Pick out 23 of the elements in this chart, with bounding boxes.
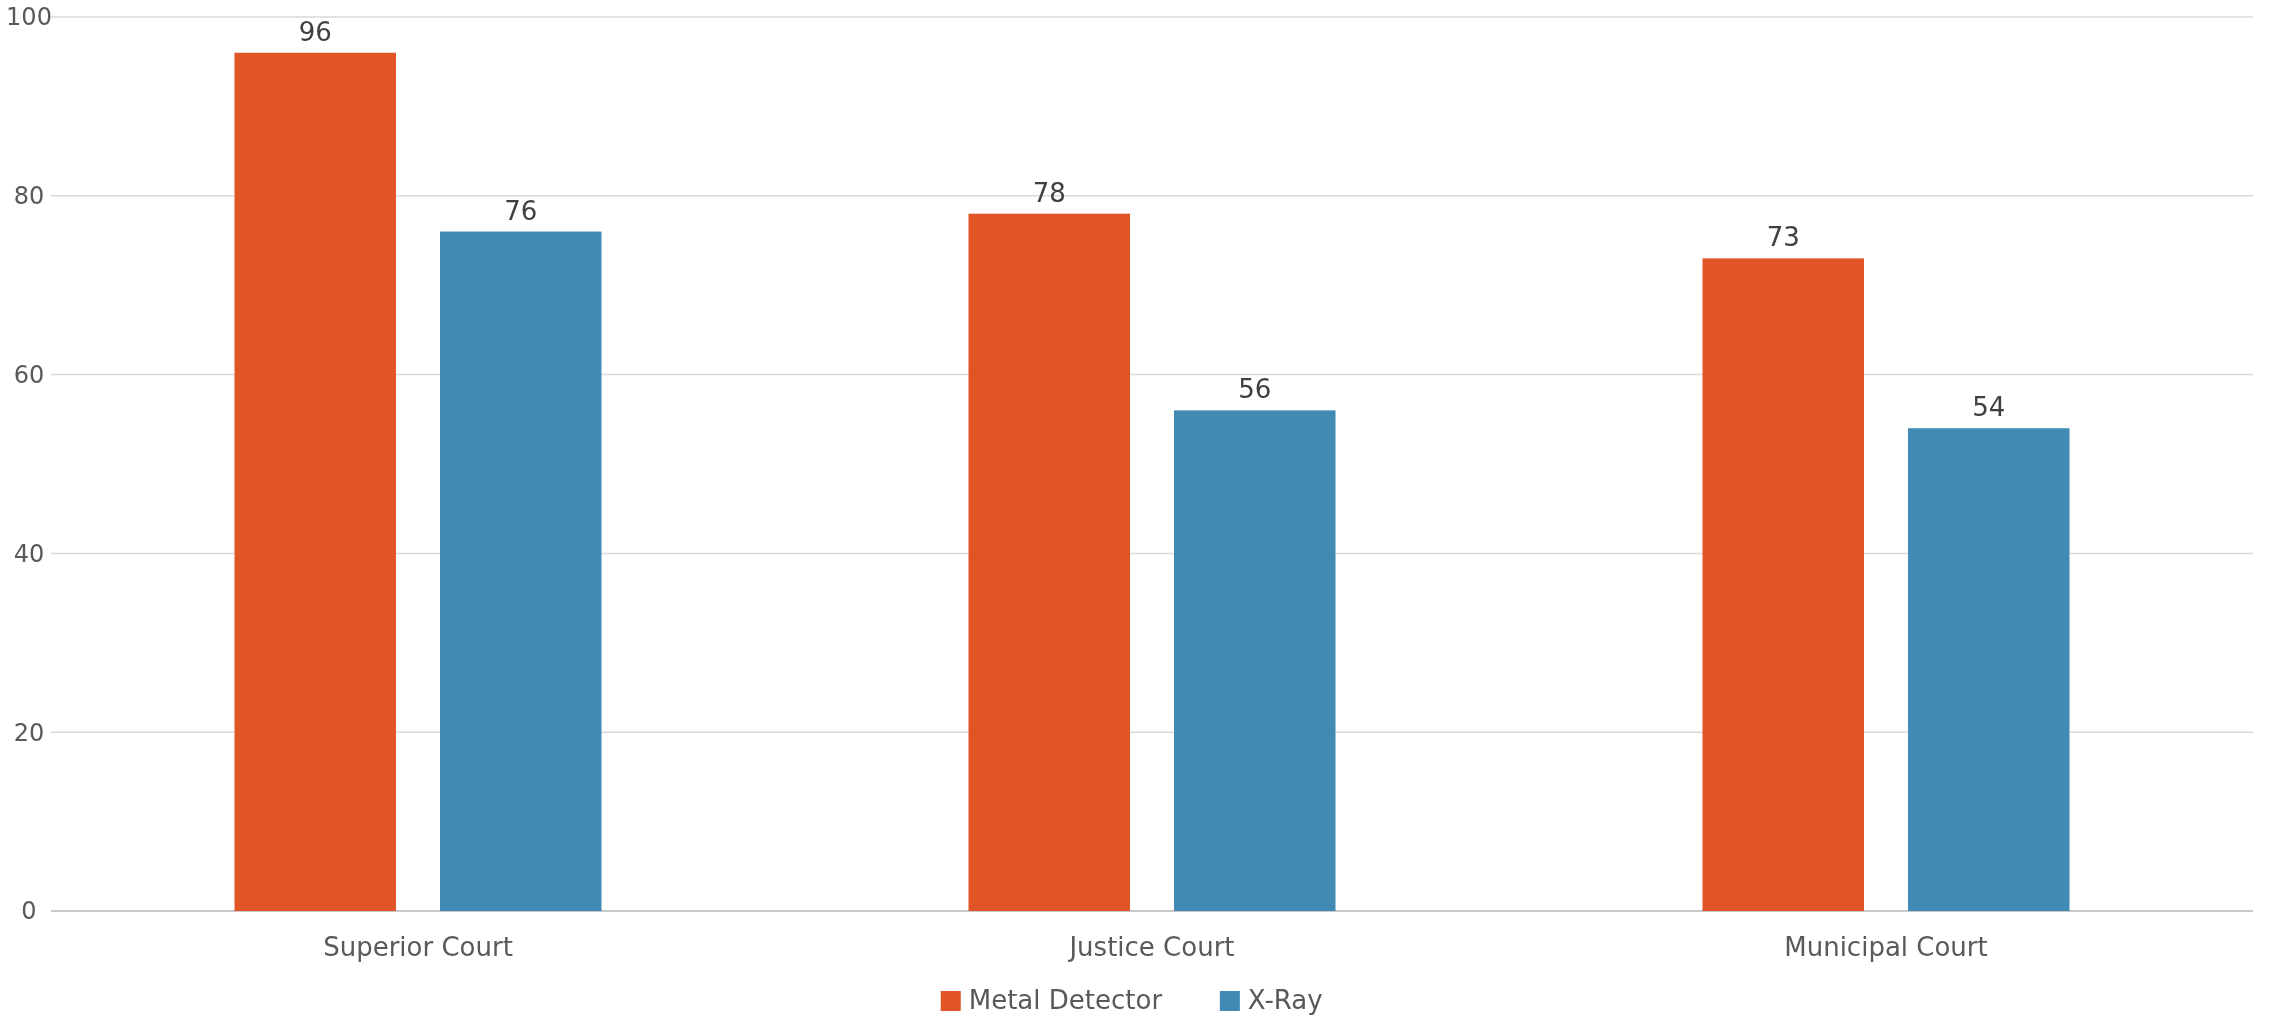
y-tick-label: 20 — [13, 718, 45, 747]
x-tick-label: Superior Court — [323, 932, 513, 962]
data-label: 76 — [504, 195, 538, 226]
bar — [1174, 410, 1336, 911]
data-label: 54 — [1972, 392, 2006, 423]
bar — [1702, 258, 1864, 911]
bar — [234, 52, 396, 911]
y-tick-label: 0 — [21, 897, 37, 926]
data-label: 78 — [1032, 177, 1066, 208]
legend-label: X-Ray — [1247, 985, 1323, 1015]
data-label: 73 — [1766, 222, 1800, 253]
bar — [968, 213, 1130, 911]
data-label: 96 — [298, 16, 332, 47]
y-tick-label: 60 — [13, 361, 45, 389]
data-label: 56 — [1238, 374, 1272, 405]
x-tick-label: Justice Court — [1067, 932, 1235, 962]
y-tick-label: 100 — [6, 3, 52, 32]
legend-label: Metal Detector — [968, 985, 1163, 1015]
y-tick-label: 40 — [13, 539, 45, 568]
bar — [1908, 428, 2070, 911]
y-tick-label: 80 — [13, 182, 45, 211]
bar — [440, 231, 602, 911]
x-tick-label: Municipal Court — [1784, 932, 1988, 962]
